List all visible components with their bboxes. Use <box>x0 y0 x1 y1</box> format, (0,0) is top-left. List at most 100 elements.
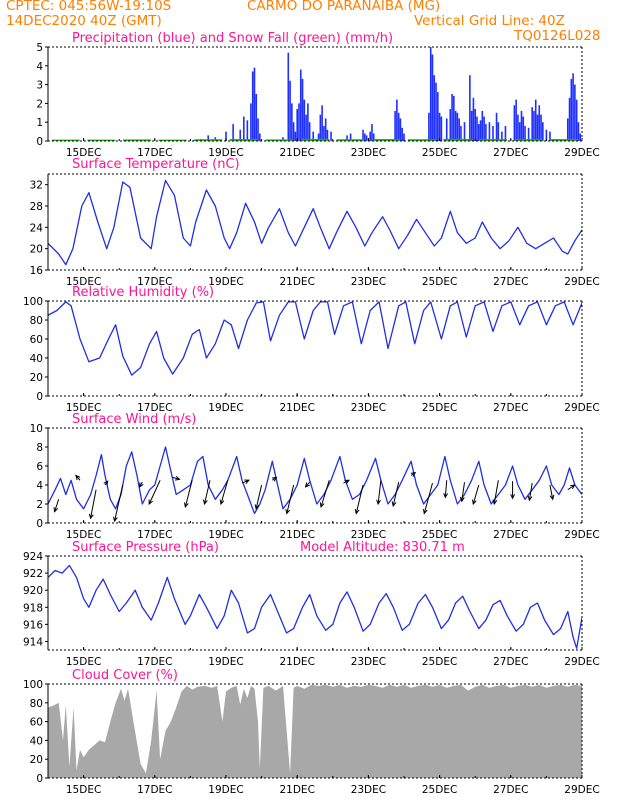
header-grid-line: Vertical Grid Line: 40Z <box>414 13 565 29</box>
precip-bar <box>454 110 457 141</box>
wind-arrow <box>219 480 229 506</box>
snow-bar <box>51 139 80 141</box>
precip-bar <box>549 131 551 141</box>
precip-bar <box>349 133 352 141</box>
y-tick-label: 24 <box>30 222 44 234</box>
y-tick-label: 80 <box>30 315 43 327</box>
precip-bar <box>312 131 315 141</box>
precip-bar <box>431 54 434 141</box>
precip-bar <box>483 116 485 141</box>
x-tick-label: 29DEC <box>564 402 599 414</box>
wind-arrow-head <box>354 508 360 515</box>
header-code: TQ0126L028 <box>514 28 601 44</box>
wind-arrow-head <box>148 499 153 506</box>
precip-bar <box>435 82 437 141</box>
y-tick-label: 40 <box>30 735 43 747</box>
wind-arrow-head <box>75 474 81 480</box>
wind-arrow-shaft <box>567 484 575 491</box>
precip-bar <box>445 118 448 141</box>
snow-bar <box>123 139 151 141</box>
y-tick-label: 924 <box>23 551 43 563</box>
precip-bar <box>321 105 323 141</box>
y-tick-label: 100 <box>23 296 43 308</box>
wind-arrow <box>172 475 181 481</box>
wind-arrow <box>319 480 330 508</box>
y-tick-label: 28 <box>30 201 43 213</box>
wind-arrow <box>53 499 60 513</box>
x-tick-label: 15DEC <box>66 147 101 159</box>
x-tick-label: 19DEC <box>208 402 243 414</box>
y-tick-label: 20 <box>30 372 43 384</box>
wind-arrow-head <box>174 475 181 481</box>
wind-arrow <box>75 474 81 481</box>
y-tick-label: 20 <box>30 244 43 256</box>
wind-arrow-head <box>103 480 109 486</box>
x-tick-label: 29DEC <box>564 656 599 668</box>
x-tick-label: 25DEC <box>422 656 457 668</box>
precip-bar <box>298 103 300 141</box>
precip-bar <box>518 122 521 141</box>
plot-area-cloud <box>48 684 582 778</box>
snow-bar <box>407 139 436 141</box>
snow-bar <box>479 139 507 141</box>
precip-bar <box>346 135 348 141</box>
wind-arrow-head <box>139 482 144 488</box>
precip-bar <box>527 127 530 141</box>
precip-bar <box>501 131 503 141</box>
wind-arrow <box>271 476 278 482</box>
wind-arrow-shaft <box>114 484 124 522</box>
precip-bar <box>568 97 571 141</box>
wind-arrow-head <box>376 499 381 506</box>
precip-bar <box>545 129 548 141</box>
cloud-cover-area <box>48 684 582 778</box>
plot-area-temp <box>48 179 582 266</box>
x-tick-label: 19DEC <box>208 147 243 159</box>
x-tick-label: 23DEC <box>351 656 386 668</box>
wind-arrow <box>410 471 417 477</box>
x-tick-label: 21DEC <box>279 656 314 668</box>
y-tick-label: 3 <box>36 80 43 92</box>
snow-bar <box>443 138 472 141</box>
wind-arrow-shaft <box>472 484 480 505</box>
wind-arrow <box>113 484 124 523</box>
panel-cloud: Cloud Cover (%) 0 20 40 60 80 100 15DEC 17DEC 19D… <box>23 668 600 796</box>
precip-bar <box>307 103 309 141</box>
y-tick-label: 2 <box>36 98 43 110</box>
x-tick-label: 15DEC <box>66 276 101 288</box>
wind-arrow <box>472 484 480 506</box>
wind-arrow-shaft <box>255 484 263 509</box>
snow-bar <box>514 139 543 141</box>
precip-bar <box>453 95 455 141</box>
wind-arrow-head <box>459 496 465 503</box>
y-tick-label: 100 <box>23 679 43 691</box>
precip-bar <box>520 110 523 141</box>
precip-bar <box>463 122 466 141</box>
precip-bar <box>542 122 544 141</box>
x-tick-label: 25DEC <box>422 147 457 159</box>
x-tick-label: 21DEC <box>279 402 314 414</box>
panel-rh: Relative Humidity (%) 0 20 40 60 80 100 15DEC 17… <box>23 285 600 414</box>
precip-bar <box>372 133 375 141</box>
y-tick-label: 920 <box>23 585 43 597</box>
wind-arrow-shaft <box>204 480 211 505</box>
precip-bar <box>522 116 525 141</box>
precip-bar <box>533 110 535 141</box>
wind-arrow-shaft <box>461 482 466 502</box>
precip-bar <box>570 78 573 141</box>
snow-bar <box>265 139 294 141</box>
wind-arrow-head <box>527 495 533 502</box>
wind-arrow-shaft <box>90 489 97 519</box>
precip-bar <box>399 118 402 141</box>
wind-arrow-shaft <box>241 479 250 484</box>
y-tick-label: 4 <box>36 480 43 492</box>
snow-bar <box>301 138 329 141</box>
wind-arrow <box>285 484 295 515</box>
precip-bar <box>246 120 249 141</box>
wind-arrow <box>422 482 433 515</box>
x-tick-label: 19DEC <box>208 276 243 288</box>
y-tick-label: 20 <box>30 754 43 766</box>
precip-bar <box>456 112 459 141</box>
precip-bar <box>469 75 471 141</box>
precip-bar <box>239 129 242 141</box>
wind-arrow-shaft <box>54 499 60 512</box>
